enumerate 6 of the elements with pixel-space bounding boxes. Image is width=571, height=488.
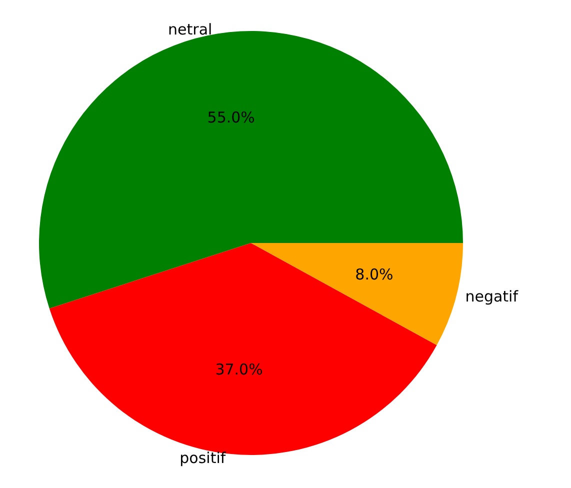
- slice-label: netral: [168, 20, 212, 39]
- slice-label: positif: [180, 449, 226, 468]
- data-label: 55.0%: [207, 108, 255, 126]
- data-label: 37.0%: [215, 360, 263, 379]
- slice-label: negatif: [465, 288, 519, 306]
- data-label: 8.0%: [355, 266, 394, 284]
